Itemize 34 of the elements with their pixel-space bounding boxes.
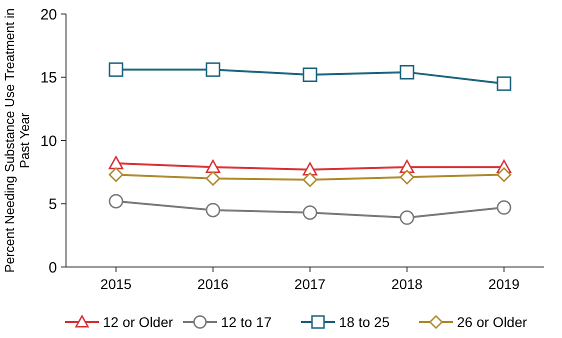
point	[400, 210, 414, 225]
point	[400, 160, 414, 174]
y-tick-label: 15	[40, 70, 57, 86]
point	[400, 170, 414, 184]
point	[496, 76, 512, 91]
legend-label: 12 or Older	[103, 314, 174, 330]
point	[108, 167, 124, 182]
point	[302, 172, 318, 187]
x-tick-label: 2018	[391, 276, 423, 292]
point	[206, 171, 220, 186]
point	[206, 202, 220, 218]
legend-label: 26 or Older	[457, 314, 528, 330]
point	[302, 162, 318, 176]
point	[496, 167, 512, 182]
y-tick-label: 10	[40, 132, 57, 150]
legend-label: 12 to 17	[221, 314, 272, 330]
x-tick-label: 2015	[100, 276, 132, 292]
point	[108, 194, 124, 208]
x-tick-label: 2016	[197, 276, 229, 292]
y-tick-label: 0	[48, 259, 57, 276]
x-tick-label: 2017	[294, 276, 326, 292]
point	[206, 160, 220, 174]
x-tick-label: 2019	[488, 276, 520, 292]
point	[108, 62, 124, 77]
point	[108, 156, 124, 170]
point	[206, 62, 220, 77]
point	[302, 205, 318, 220]
y-tick-label: 20	[40, 6, 57, 24]
legend-label: 18 to 25	[339, 314, 390, 330]
y-tick-label: 5	[48, 196, 57, 213]
point	[400, 64, 414, 80]
point	[302, 67, 318, 82]
y-axis-title: Percent Needing Substance Use Treatment in Past Year	[2, 8, 32, 273]
point	[496, 200, 512, 215]
